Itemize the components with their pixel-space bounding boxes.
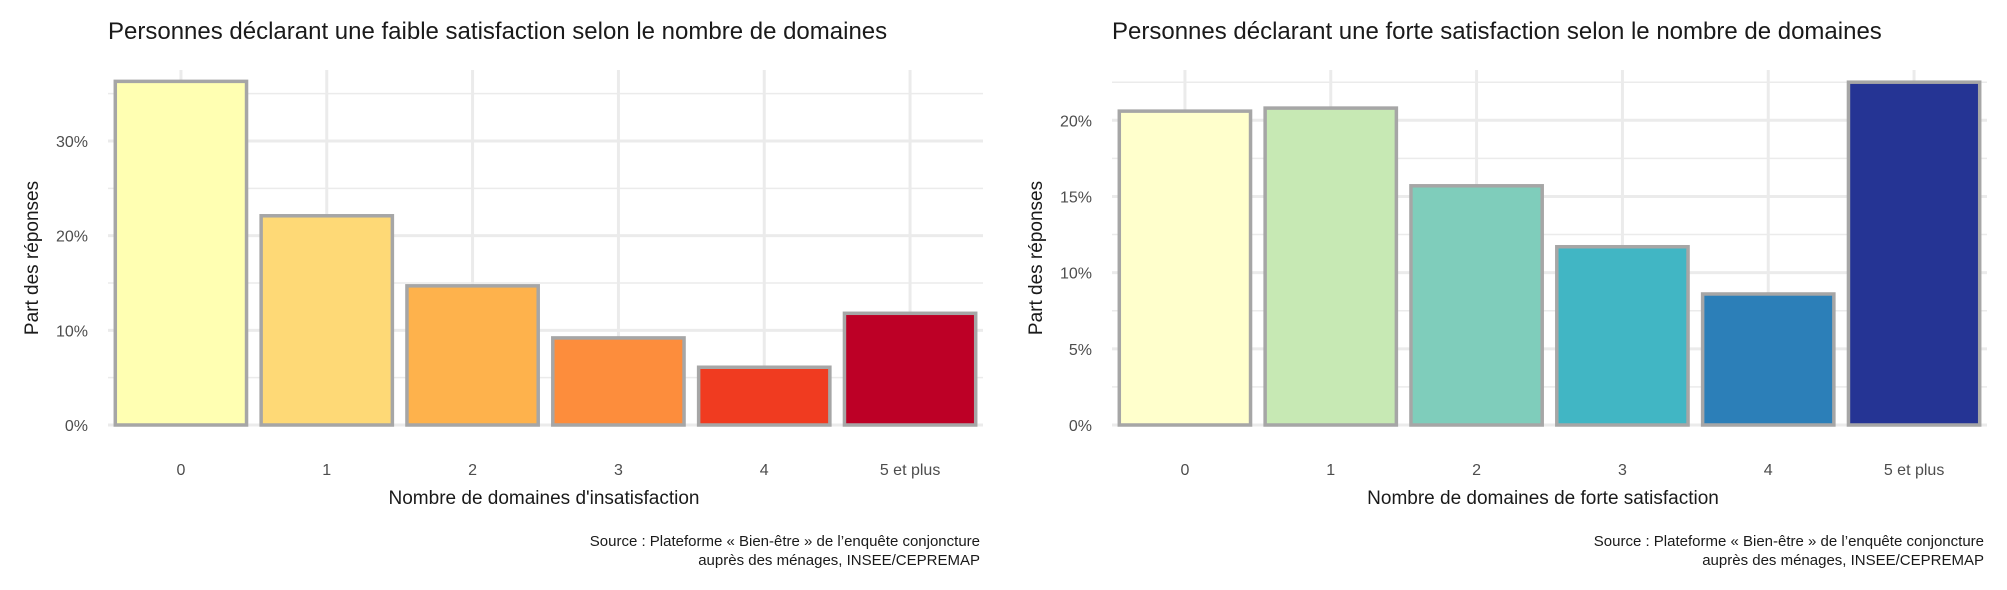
bar-1	[1263, 106, 1399, 427]
bar-chart-low-satisfaction: 0% 10% 20% 30% 0 1 2 3 4 5 et plus	[56, 70, 983, 479]
bar-1	[259, 214, 395, 427]
x-tick-label: 2	[468, 462, 477, 479]
y-axis-label: Part des réponses	[22, 180, 43, 336]
y-tick-label: 10%	[56, 323, 88, 340]
y-tick-label: 20%	[1060, 113, 1092, 130]
x-tick-label: 5 et plus	[1884, 462, 1944, 479]
x-tick-label: 5 et plus	[880, 462, 940, 479]
bar-0	[113, 79, 249, 427]
bars	[113, 79, 978, 427]
bar-2	[405, 284, 540, 427]
x-tick-label: 0	[176, 462, 185, 479]
source-line-2: auprès des ménages, INSEE/CEPREMAP	[698, 552, 980, 569]
x-tick-label: 1	[322, 462, 331, 479]
x-tick-label: 4	[1764, 462, 1773, 479]
bar-2	[1409, 184, 1544, 427]
bar-4	[696, 365, 832, 427]
x-axis-label: Nombre de domaines d'insatisfaction	[388, 488, 700, 509]
chart-title: Personnes déclarant une forte satisfacti…	[1112, 18, 1882, 45]
chart-panel-high-satisfaction: 0% 5% 10% 15% 20% 0 1 2 3 4 5 et plus Personnes dé…	[1004, 0, 2007, 590]
x-tick-label: 2	[1472, 462, 1481, 479]
bar-5-et-plus	[1846, 80, 1982, 427]
x-axis-label: Nombre de domaines de forte satisfaction	[1367, 488, 1719, 509]
bar-3	[551, 336, 686, 427]
bar-3	[1555, 244, 1690, 427]
y-tick-label: 20%	[56, 229, 88, 246]
source-line-2: auprès des ménages, INSEE/CEPREMAP	[1702, 552, 1984, 569]
y-tick-label: 15%	[1060, 189, 1092, 206]
x-tick-label: 3	[614, 462, 623, 479]
x-tick-label: 3	[1618, 462, 1627, 479]
source-line-1: Source : Plateforme « Bien-être » de l’e…	[589, 533, 980, 550]
source-note: Source : Plateforme « Bien-être » de l’e…	[460, 532, 980, 570]
bar-4	[1700, 292, 1836, 427]
y-tick-label: 10%	[1060, 266, 1092, 283]
source-note: Source : Plateforme « Bien-être » de l’e…	[1464, 532, 1984, 570]
chart-panel-low-satisfaction: 0% 10% 20% 30% 0 1 2 3 4 5 et plus Personnes décl…	[0, 0, 1003, 590]
bar-chart-high-satisfaction: 0% 5% 10% 15% 20% 0 1 2 3 4 5 et plus	[1060, 70, 1987, 479]
y-tick-label: 0%	[65, 418, 88, 435]
bar-5-et-plus	[842, 311, 978, 427]
chart-title: Personnes déclarant une faible satisfact…	[108, 18, 888, 45]
y-tick-label: 5%	[1069, 342, 1092, 359]
source-line-1: Source : Plateforme « Bien-être » de l’e…	[1593, 533, 1984, 550]
x-tick-label: 0	[1180, 462, 1189, 479]
x-tick-label: 1	[1326, 462, 1335, 479]
y-axis-label: Part des réponses	[1026, 180, 1047, 336]
y-tick-label: 0%	[1069, 418, 1092, 435]
bars	[1117, 80, 1982, 427]
x-tick-label: 4	[760, 462, 769, 479]
y-tick-label: 30%	[56, 134, 88, 151]
bar-0	[1117, 109, 1253, 427]
